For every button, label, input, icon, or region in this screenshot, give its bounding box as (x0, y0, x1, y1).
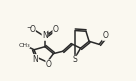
Text: O: O (53, 25, 59, 34)
Text: O: O (46, 60, 52, 69)
Text: N: N (33, 55, 38, 64)
Text: CH₃: CH₃ (18, 43, 30, 48)
Text: O: O (30, 25, 35, 34)
Text: O: O (102, 31, 108, 40)
Text: N: N (42, 31, 48, 40)
Text: −: − (26, 24, 31, 29)
Text: S: S (73, 55, 78, 64)
Text: +: + (46, 30, 50, 35)
